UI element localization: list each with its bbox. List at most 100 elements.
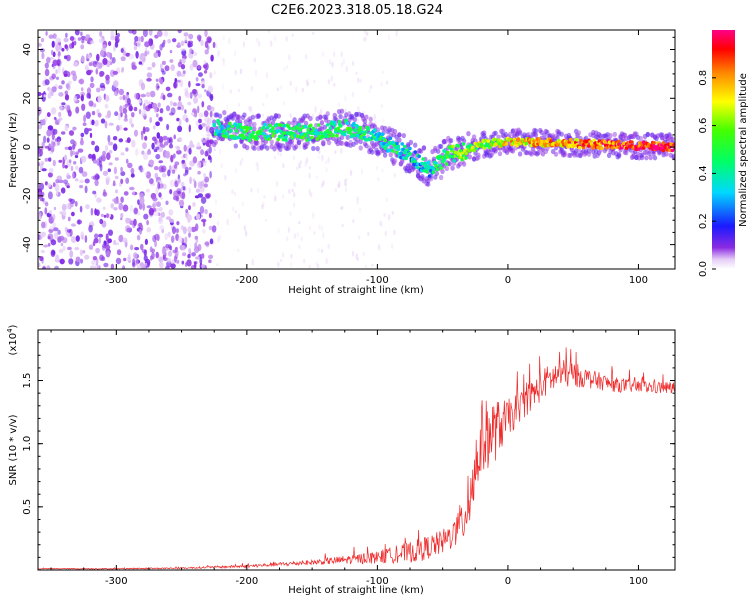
noise-cell xyxy=(102,206,106,211)
noise-cell xyxy=(105,176,111,183)
noise-cell xyxy=(380,82,383,87)
ridge-cell xyxy=(434,161,438,166)
noise-cell xyxy=(64,94,70,101)
noise-cell xyxy=(151,142,155,150)
noise-cell xyxy=(98,156,103,163)
noise-cell xyxy=(52,182,56,188)
noise-cell xyxy=(233,191,237,197)
ridge-halo-cell xyxy=(256,113,261,119)
noise-cell xyxy=(105,74,110,81)
noise-cell xyxy=(382,118,385,123)
ridge-halo-cell xyxy=(358,145,363,151)
noise-cell xyxy=(262,201,265,208)
ridge-halo-cell xyxy=(536,150,541,156)
noise-cell xyxy=(52,159,56,167)
noise-cell xyxy=(167,92,173,98)
ridge-cell xyxy=(249,126,253,130)
noise-cell xyxy=(313,79,316,84)
noise-cell xyxy=(72,73,77,82)
ridge-cell xyxy=(224,134,228,139)
snr-y-multiplier: (x104) xyxy=(6,324,19,355)
noise-cell xyxy=(318,150,321,154)
ridge-cell xyxy=(378,132,382,136)
noise-cell xyxy=(285,65,289,69)
noise-cell xyxy=(197,243,202,252)
ridge-cell xyxy=(610,146,615,150)
noise-cell xyxy=(156,113,159,118)
ridge-cell xyxy=(241,133,245,138)
noise-cell xyxy=(120,166,123,173)
noise-cell xyxy=(157,30,163,37)
noise-cell xyxy=(208,259,212,264)
ridge-cell xyxy=(420,161,424,166)
noise-cell xyxy=(189,64,194,71)
noise-cell xyxy=(143,213,149,220)
noise-cell xyxy=(220,162,223,169)
noise-cell xyxy=(173,164,178,169)
noise-cell xyxy=(89,82,95,89)
noise-cell xyxy=(203,60,207,66)
ridge-halo-cell xyxy=(517,130,523,136)
noise-cell xyxy=(157,182,161,190)
ridge-cell xyxy=(271,126,275,130)
x-tick-label: 0 xyxy=(505,576,511,587)
noise-cell xyxy=(39,48,45,53)
noise-cell xyxy=(71,203,74,208)
noise-cell xyxy=(78,166,84,174)
noise-cell xyxy=(176,188,182,194)
ridge-halo-cell xyxy=(222,110,227,116)
noise-cell xyxy=(177,178,181,185)
noise-cell xyxy=(105,250,111,258)
noise-cell xyxy=(63,55,68,60)
noise-cell xyxy=(52,141,56,148)
noise-cell xyxy=(290,253,293,259)
noise-cell xyxy=(64,44,68,49)
noise-cell xyxy=(280,258,283,263)
noise-cell xyxy=(194,235,198,240)
x-tick-label: 0 xyxy=(505,275,511,286)
noise-cell xyxy=(158,216,162,223)
noise-cell xyxy=(184,87,189,94)
ridge-halo-cell xyxy=(612,131,617,137)
noise-cell xyxy=(173,81,178,89)
noise-cell xyxy=(98,237,102,244)
noise-cell xyxy=(189,91,193,99)
noise-cell xyxy=(130,173,135,178)
ridge-cell xyxy=(239,128,244,132)
noise-cell xyxy=(209,170,212,179)
noise-cell xyxy=(135,148,139,157)
noise-cell xyxy=(186,259,192,267)
noise-cell xyxy=(351,91,355,98)
noise-cell xyxy=(145,188,150,193)
noise-cell xyxy=(84,37,89,42)
noise-cell xyxy=(187,226,192,233)
ridge-cell xyxy=(464,156,468,160)
noise-cell xyxy=(298,164,302,169)
ridge-halo-cell xyxy=(368,116,373,122)
x-tick-label: -100 xyxy=(366,275,389,286)
noise-cell xyxy=(84,178,90,184)
noise-cell xyxy=(170,154,174,163)
ridge-cell xyxy=(661,141,666,145)
noise-cell xyxy=(57,229,61,235)
noise-cell xyxy=(120,217,123,221)
noise-cell xyxy=(198,112,204,118)
noise-cell xyxy=(201,218,207,223)
noise-cell xyxy=(102,58,108,65)
noise-cell xyxy=(154,240,158,248)
noise-cell xyxy=(162,135,168,141)
noise-cell xyxy=(155,251,159,259)
noise-cell xyxy=(341,223,344,228)
noise-cell xyxy=(224,174,227,181)
noise-cell xyxy=(98,38,104,44)
noise-cell xyxy=(148,30,153,36)
noise-cell xyxy=(142,203,145,211)
noise-cell xyxy=(153,166,159,171)
noise-cell xyxy=(106,152,111,160)
noise-cell xyxy=(285,36,288,42)
noise-cell xyxy=(371,263,374,267)
noise-cell xyxy=(184,109,187,114)
noise-cell xyxy=(91,119,95,126)
ridge-halo-cell xyxy=(586,151,592,157)
ridge-cell xyxy=(282,131,287,135)
